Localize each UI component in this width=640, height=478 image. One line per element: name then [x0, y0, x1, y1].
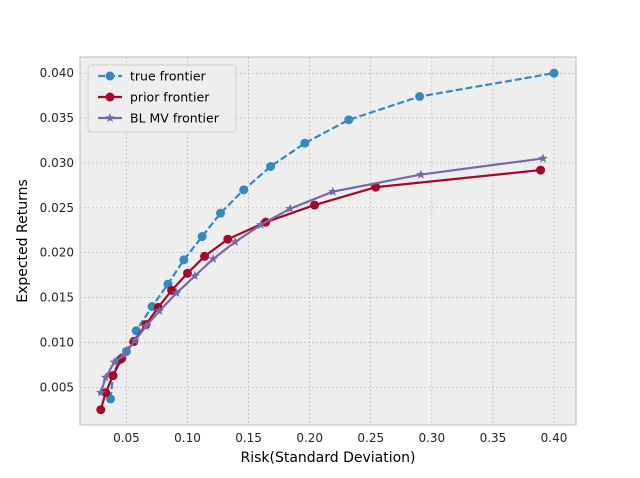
y-axis-label: Expected Returns: [15, 179, 31, 303]
prior-frontier-point: [536, 165, 546, 175]
bl-mv-frontier-line: [99, 157, 544, 394]
gridlines: [79, 56, 577, 426]
prior-frontier-point: [310, 200, 320, 210]
bl-mv-frontier-point: [285, 203, 295, 213]
legend-label-prior-frontier: prior frontier: [130, 90, 210, 105]
bl-mv-frontier-point: [190, 271, 200, 281]
y-tick-label: 0.020: [40, 246, 74, 260]
legend-marker-true-frontier: [105, 71, 115, 81]
prior-frontier-point: [200, 251, 210, 261]
y-tick-label: 0.030: [40, 156, 74, 170]
prior-frontier-point: [183, 268, 193, 278]
x-tick-label: 0.30: [418, 431, 445, 445]
y-tick-label: 0.040: [40, 66, 74, 80]
prior-frontier-point: [108, 371, 118, 381]
bl-mv-frontier-point: [171, 288, 182, 298]
bl-mv-frontier-point: [154, 306, 165, 316]
true-frontier-point: [415, 91, 425, 101]
true-frontier-point: [266, 162, 276, 172]
legend-marker-prior-frontier: [105, 92, 115, 102]
prior-frontier-point: [96, 405, 106, 415]
prior-frontier-point: [223, 234, 233, 244]
bl-mv-frontier-point: [130, 335, 140, 345]
x-tick-label: 0.40: [541, 431, 568, 445]
x-tick-label: 0.20: [296, 431, 323, 445]
true-frontier-point: [344, 115, 354, 125]
true-frontier-point: [197, 232, 207, 242]
true-frontier-point: [239, 185, 249, 195]
true-frontier-point: [215, 208, 225, 218]
bl-mv-frontier-point: [96, 387, 106, 397]
bl-mv-frontier-point: [538, 153, 548, 163]
bl-mv-frontier-point: [230, 236, 240, 246]
x-tick-label: 0.35: [480, 431, 507, 445]
legend: true frontier prior frontier BL MV frontie…: [87, 64, 237, 133]
true-frontier-point: [106, 394, 116, 404]
true-frontier-point: [300, 138, 310, 148]
series-group: [96, 68, 559, 415]
bl-mv-frontier-point: [100, 372, 111, 382]
y-tick-label: 0.005: [40, 380, 74, 394]
prior-frontier-point: [101, 388, 111, 398]
y-tick-label: 0.010: [40, 335, 74, 349]
x-tick-label: 0.10: [174, 431, 201, 445]
x-tick-label: 0.05: [113, 431, 140, 445]
plot-border: [79, 56, 577, 426]
bl-mv-frontier-series: [96, 153, 548, 397]
y-tick-label: 0.025: [40, 201, 74, 215]
bl-mv-frontier-point: [208, 253, 218, 263]
bl-mv-frontier-point: [256, 219, 266, 229]
legend-label-bl-mv-frontier: BL MV frontier: [130, 111, 220, 126]
legend-label-true-frontier: true frontier: [130, 69, 207, 84]
x-tick-label: 0.15: [235, 431, 262, 445]
legend-marker-bl-mv-frontier: [105, 113, 115, 123]
true-frontier-point: [549, 68, 559, 78]
y-tick-label: 0.035: [40, 111, 74, 125]
tick-labels: 0.05 0.10 0.15 0.20 0.25 0.30 0.35 0.40 0.005 0.0…: [40, 66, 568, 445]
true-frontier-point: [131, 326, 141, 336]
x-axis-label: Risk(Standard Deviation): [240, 450, 415, 466]
true-frontier-point: [179, 255, 189, 265]
bl-mv-frontier-point: [109, 357, 119, 367]
bl-mv-frontier-point: [119, 349, 129, 360]
x-tick-label: 0.25: [357, 431, 384, 445]
bl-mv-frontier-point: [328, 186, 338, 196]
bl-mv-frontier-point: [416, 169, 426, 179]
bl-mv-frontier-point: [141, 321, 151, 331]
y-tick-label: 0.015: [40, 291, 74, 305]
legend-box: [87, 64, 237, 133]
